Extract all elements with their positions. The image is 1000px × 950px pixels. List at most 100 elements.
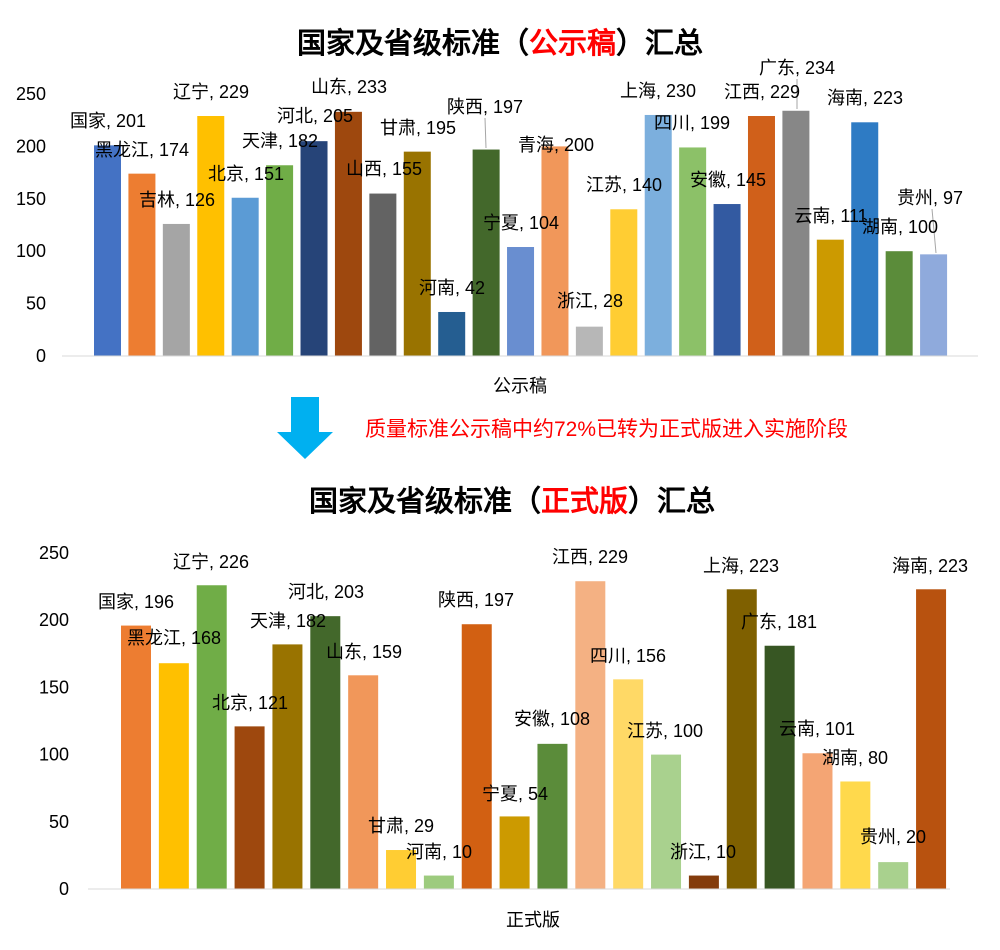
bar <box>162 223 190 356</box>
data-label: 天津, 182 <box>242 131 318 151</box>
data-label: 安徽, 145 <box>690 170 766 190</box>
bar <box>423 875 454 889</box>
bar <box>747 116 775 357</box>
data-label: 广东, 234 <box>759 58 835 78</box>
bar <box>920 254 948 356</box>
y-tick-label: 250 <box>39 543 69 563</box>
bar <box>348 675 379 889</box>
bar <box>94 145 121 356</box>
bar <box>613 679 644 889</box>
bar <box>764 645 795 889</box>
data-label: 贵州, 97 <box>897 188 963 208</box>
data-label: 天津, 182 <box>250 611 326 631</box>
x-axis-title: 公示稿 <box>493 376 547 396</box>
bar <box>713 204 741 356</box>
bar <box>272 644 303 889</box>
bar <box>158 663 189 889</box>
bar <box>266 165 294 356</box>
bottom-chart-title: 国家及省级标准（正式版）汇总 <box>12 485 1000 519</box>
data-label: 河南, 42 <box>419 278 485 298</box>
data-label: 江苏, 100 <box>627 721 703 741</box>
y-tick-label: 100 <box>16 241 46 261</box>
y-tick-label: 0 <box>36 346 46 366</box>
data-label: 甘肃, 29 <box>368 816 434 836</box>
bar <box>369 193 397 356</box>
data-label: 四川, 156 <box>590 646 666 666</box>
data-label: 山东, 233 <box>311 77 387 97</box>
bar <box>851 122 879 357</box>
data-label: 云南, 111 <box>794 206 867 226</box>
data-label: 海南, 223 <box>827 88 903 108</box>
y-tick-label: 200 <box>16 136 46 156</box>
bar <box>840 781 871 889</box>
data-label: 山西, 155 <box>346 159 422 179</box>
x-axis-title: 正式版 <box>506 910 560 930</box>
y-tick-label: 250 <box>16 84 46 104</box>
data-label: 黑龙江, 168 <box>127 628 221 648</box>
bar <box>197 116 225 357</box>
data-label: 广东, 181 <box>741 612 817 632</box>
bar <box>610 209 638 356</box>
data-label: 海南, 223 <box>892 556 968 576</box>
data-label: 云南, 101 <box>779 719 855 739</box>
bar <box>575 581 606 889</box>
data-label: 上海, 230 <box>620 81 696 101</box>
data-label: 国家, 196 <box>98 592 174 612</box>
y-tick-label: 0 <box>59 879 69 899</box>
data-label: 黑龙江, 174 <box>95 140 189 160</box>
y-tick-label: 100 <box>39 745 69 765</box>
bar <box>726 589 757 889</box>
top-bar-chart: 0 50 100 150 200 250 国家, 201 黑龙江, 174 吉林, 126 辽宁,… <box>16 58 978 396</box>
title-prefix: 国家及省级标准（ <box>296 28 529 60</box>
bar <box>386 850 417 889</box>
bar <box>541 146 569 356</box>
data-label: 北京, 151 <box>208 164 284 184</box>
bar <box>438 311 466 356</box>
leader-line <box>484 117 487 149</box>
bar <box>916 589 947 889</box>
data-label: 浙江, 28 <box>557 291 623 311</box>
bar <box>651 754 682 889</box>
title-suffix: ）汇总 <box>628 486 716 518</box>
bar <box>782 110 810 356</box>
bar <box>499 816 530 889</box>
y-tick-label: 50 <box>26 294 46 314</box>
data-label: 河南, 10 <box>406 842 472 862</box>
down-arrow-icon <box>277 397 333 459</box>
title-highlight: 公示稿 <box>528 28 616 60</box>
data-label: 贵州, 20 <box>860 827 926 847</box>
bar <box>878 862 909 889</box>
data-label: 上海, 223 <box>703 556 779 576</box>
leader-line <box>931 208 937 254</box>
data-label: 江西, 229 <box>724 82 800 102</box>
bottom-bar-chart: 0 50 100 150 200 250 国家, 196 黑龙江, 168 辽宁, 226 北京,… <box>39 543 968 930</box>
bar <box>507 247 535 356</box>
top-chart-title: 国家及省级标准（公示稿）汇总 <box>0 27 1000 61</box>
bar <box>537 743 568 889</box>
bar <box>403 151 431 356</box>
data-label: 吉林, 126 <box>139 190 215 210</box>
bar <box>816 239 844 356</box>
data-label: 湖南, 80 <box>822 748 888 768</box>
data-label: 河北, 205 <box>277 106 353 126</box>
bar <box>679 147 707 356</box>
data-label: 陕西, 197 <box>438 590 514 610</box>
bar <box>121 625 151 889</box>
data-label: 陕西, 197 <box>447 97 523 117</box>
title-prefix: 国家及省级标准（ <box>308 486 541 518</box>
bar <box>802 753 833 889</box>
bar <box>334 111 362 356</box>
data-label: 国家, 201 <box>70 111 146 131</box>
data-label: 江苏, 140 <box>586 175 662 195</box>
bar <box>688 875 719 889</box>
bar <box>300 141 328 356</box>
data-label: 宁夏, 104 <box>483 213 559 233</box>
bar <box>231 197 259 356</box>
data-label: 湖南, 100 <box>862 217 938 237</box>
data-label: 河北, 203 <box>288 582 364 602</box>
bar <box>472 149 500 356</box>
conversion-note: 质量标准公示稿中约72%已转为正式版进入实施阶段 <box>365 418 849 441</box>
bar <box>234 726 265 889</box>
